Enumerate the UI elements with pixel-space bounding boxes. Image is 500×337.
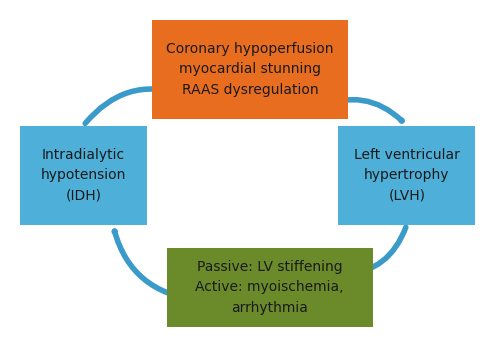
FancyBboxPatch shape <box>338 126 475 225</box>
Text: Intradialytic
hypotension
(IDH): Intradialytic hypotension (IDH) <box>40 148 126 203</box>
FancyArrowPatch shape <box>85 89 180 123</box>
FancyBboxPatch shape <box>152 20 348 119</box>
Text: Coronary hypoperfusion
myocardial stunning
RAAS dysregulation: Coronary hypoperfusion myocardial stunni… <box>166 42 334 97</box>
FancyArrowPatch shape <box>114 231 198 300</box>
FancyArrowPatch shape <box>316 100 402 121</box>
FancyArrowPatch shape <box>345 227 406 274</box>
Text: Left ventricular
hypertrophy
(LVH): Left ventricular hypertrophy (LVH) <box>354 148 460 203</box>
FancyBboxPatch shape <box>166 248 372 327</box>
Text: Passive: LV stiffening
Active: myoischemia,
arrhythmia: Passive: LV stiffening Active: myoischem… <box>196 260 344 315</box>
FancyBboxPatch shape <box>20 126 147 225</box>
